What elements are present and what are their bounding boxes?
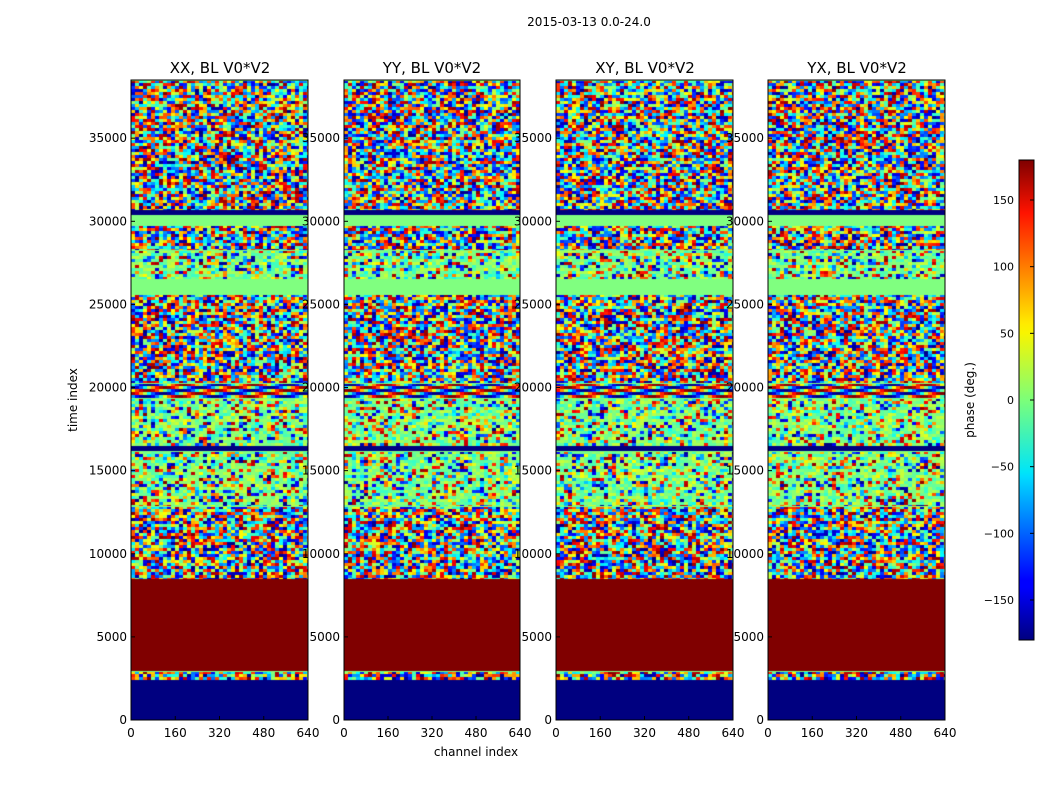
y-tick-label: 10000	[726, 547, 764, 561]
x-tick-label: 160	[164, 726, 187, 740]
colorbar-label: phase (deg.)	[963, 362, 977, 438]
x-tick-label: 320	[845, 726, 868, 740]
panel-yx: YX, BL V0*V2 0 160 320 480 640 0 5000 10000 150…	[726, 59, 957, 740]
panel-yy: YY, BL V0*V2 0 160 320 480 640 0 5000 10000 150…	[302, 59, 532, 740]
y-tick-label: 5000	[96, 630, 127, 644]
y-tick-label: 20000	[89, 381, 127, 395]
y-tick-label: 5000	[309, 630, 340, 644]
y-tick-label: 0	[544, 713, 552, 727]
y-tick-label: 15000	[89, 464, 127, 478]
x-axis: 0 160 320 480 640	[340, 716, 531, 740]
colorbar-tick-label: −150	[984, 594, 1014, 607]
heatmap-image	[344, 80, 520, 720]
y-tick-label: 0	[119, 713, 127, 727]
x-tick-label: 640	[297, 726, 320, 740]
y-tick-label: 15000	[514, 464, 552, 478]
y-tick-label: 20000	[514, 381, 552, 395]
y-tick-label: 30000	[514, 214, 552, 228]
x-axis: 0 160 320 480 640	[552, 716, 744, 740]
y-tick-label: 35000	[302, 131, 340, 145]
y-tick-label: 10000	[302, 547, 340, 561]
x-tick-label: 0	[764, 726, 772, 740]
y-tick-label: 30000	[726, 214, 764, 228]
colorbar-tick-label: 50	[1000, 327, 1014, 340]
x-tick-label: 640	[509, 726, 532, 740]
x-axis-label: channel index	[434, 745, 518, 759]
x-axis: 0 160 320 480 640	[127, 716, 319, 740]
y-tick-label: 20000	[726, 381, 764, 395]
y-tick-label: 25000	[89, 297, 127, 311]
y-axis: 0 5000 10000 15000 20000 25000 30000 35000	[726, 131, 772, 727]
x-tick-label: 320	[633, 726, 656, 740]
y-axis: 0 5000 10000 15000 20000 25000 30000 35000	[302, 131, 348, 727]
y-tick-label: 35000	[514, 131, 552, 145]
y-tick-label: 0	[332, 713, 340, 727]
heatmap-image	[131, 80, 308, 720]
x-tick-label: 640	[934, 726, 957, 740]
y-tick-label: 35000	[726, 131, 764, 145]
x-tick-label: 160	[589, 726, 612, 740]
panel-heatmap	[556, 80, 733, 720]
panel-xx: XX, BL V0*V2 0 160 320 480 640 0 5000 10000 150…	[89, 59, 320, 740]
colorbar-tick-label: 0	[1007, 394, 1014, 407]
colorbar-tick-label: 150	[993, 194, 1014, 207]
y-tick-label: 25000	[302, 297, 340, 311]
y-tick-label: 30000	[302, 214, 340, 228]
y-tick-label: 0	[756, 713, 764, 727]
x-tick-label: 480	[889, 726, 912, 740]
panel-title: YY, BL V0*V2	[382, 59, 481, 77]
x-tick-label: 480	[677, 726, 700, 740]
x-tick-label: 320	[208, 726, 231, 740]
y-tick-label: 10000	[89, 547, 127, 561]
colorbar-tick-label: −100	[984, 527, 1014, 540]
x-axis: 0 160 320 480 640	[764, 716, 956, 740]
figure-title: 2015-03-13 0.0-24.0	[527, 15, 651, 29]
x-tick-label: 0	[340, 726, 348, 740]
y-axis: 0 5000 10000 15000 20000 25000 30000 35000	[514, 131, 560, 727]
y-tick-label: 25000	[726, 297, 764, 311]
x-tick-label: 160	[377, 726, 400, 740]
y-tick-label: 30000	[89, 214, 127, 228]
panel-title: YX, BL V0*V2	[806, 59, 907, 77]
x-tick-label: 0	[552, 726, 560, 740]
heatmap-image	[768, 80, 945, 720]
panel-heatmap	[768, 80, 945, 720]
x-tick-label: 480	[465, 726, 488, 740]
heatmap-image	[556, 80, 733, 720]
x-tick-label: 480	[252, 726, 275, 740]
y-tick-label: 20000	[302, 381, 340, 395]
panel-title: XY, BL V0*V2	[595, 59, 695, 77]
y-tick-label: 5000	[733, 630, 764, 644]
y-axis: 0 5000 10000 15000 20000 25000 30000 35000	[89, 131, 135, 727]
panel-heatmap	[344, 80, 520, 720]
y-tick-label: 35000	[89, 131, 127, 145]
y-tick-label: 5000	[521, 630, 552, 644]
panel-heatmap	[131, 80, 308, 720]
colorbar-ticks: −150 −100 −50 0 50 100 150	[984, 194, 1034, 607]
colorbar: −150 −100 −50 0 50 100 150 phase (deg.)	[963, 159, 1035, 641]
y-tick-label: 10000	[514, 547, 552, 561]
y-tick-label: 25000	[514, 297, 552, 311]
panel-xy: XY, BL V0*V2 0 160 320 480 640 0 5000 10000 150…	[514, 59, 745, 740]
y-tick-label: 15000	[726, 464, 764, 478]
x-tick-label: 0	[127, 726, 135, 740]
x-tick-label: 640	[722, 726, 745, 740]
x-tick-label: 320	[421, 726, 444, 740]
colorbar-tick-label: 100	[993, 261, 1014, 274]
y-axis-label: time index	[66, 368, 80, 432]
x-tick-label: 160	[801, 726, 824, 740]
colorbar-tick-label: −50	[991, 461, 1014, 474]
panel-title: XX, BL V0*V2	[170, 59, 271, 77]
y-tick-label: 15000	[302, 464, 340, 478]
